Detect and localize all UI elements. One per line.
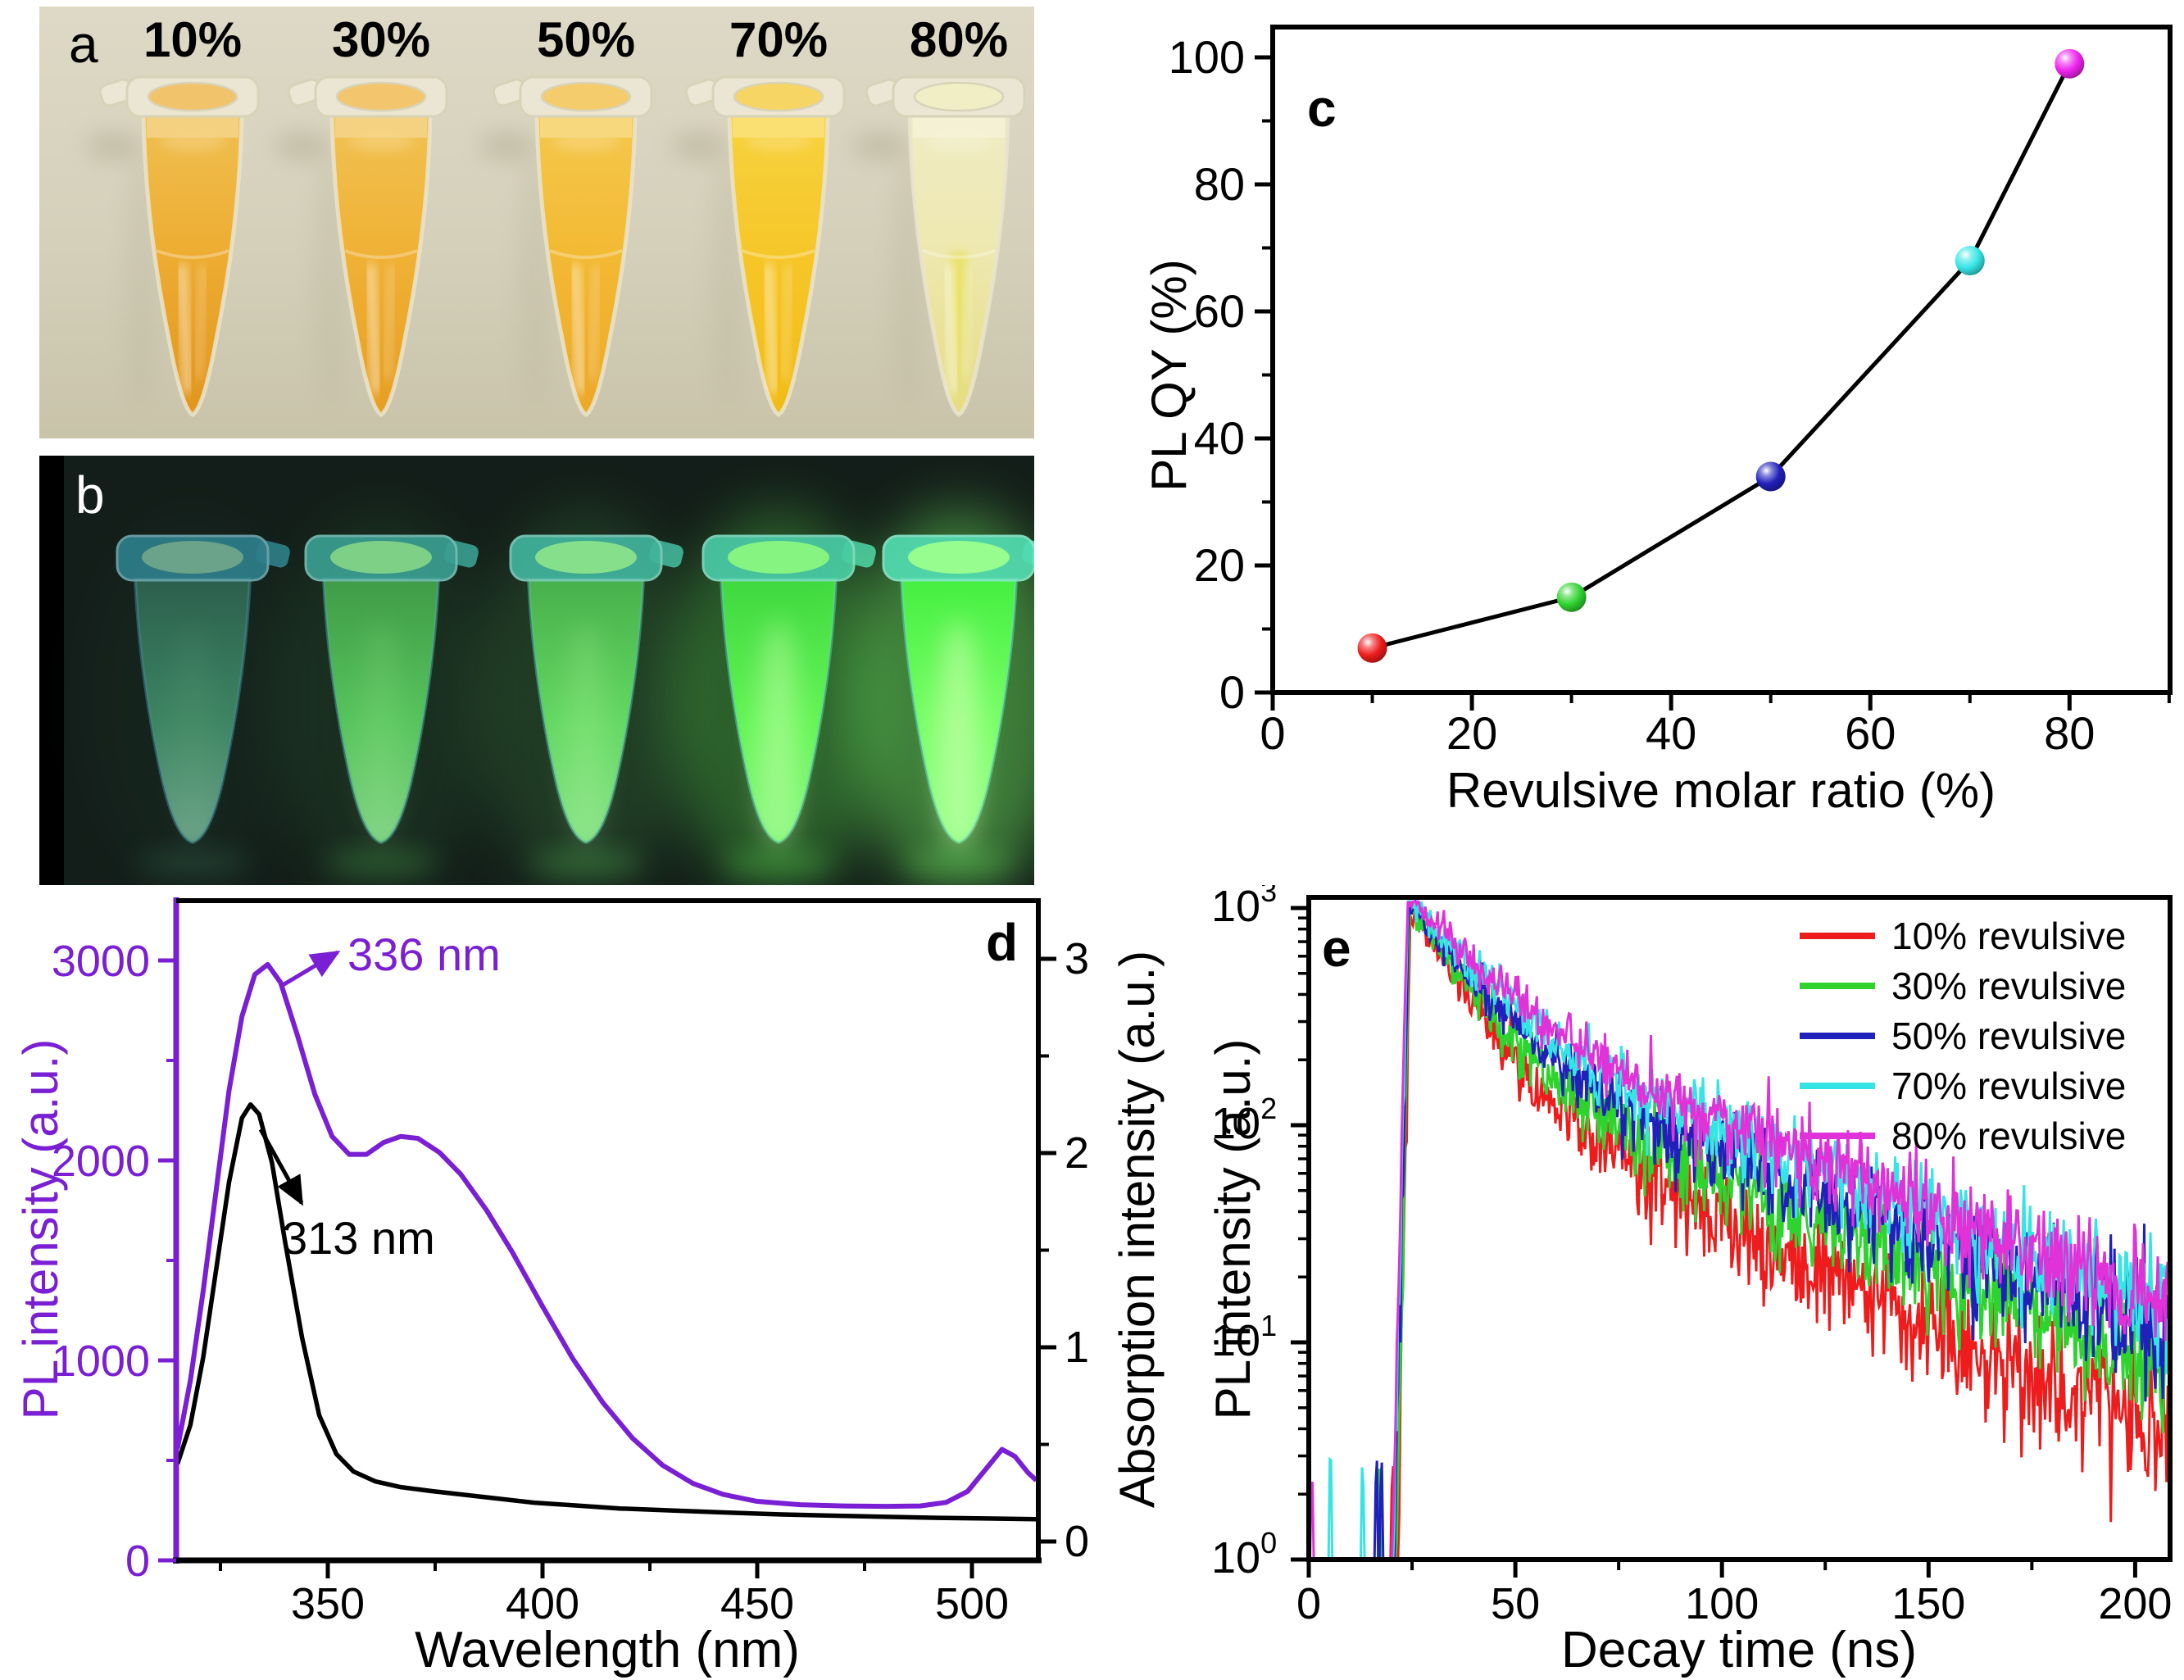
svg-text:80: 80 — [1194, 158, 1245, 210]
svg-text:350: 350 — [291, 1579, 365, 1628]
panel-label-a: a — [69, 15, 98, 74]
svg-text:0: 0 — [125, 1537, 150, 1586]
photo-edge-strip — [39, 456, 64, 885]
e-y-axis-title: PL intensity (a.u.) — [1206, 1038, 1260, 1420]
svg-text:1: 1 — [1065, 1323, 1089, 1372]
svg-text:150: 150 — [1891, 1579, 1965, 1628]
svg-text:3: 3 — [1065, 934, 1089, 983]
svg-text:60: 60 — [1194, 285, 1245, 337]
tube-percent-label: 10% — [143, 12, 243, 67]
svg-text:100: 100 — [1169, 31, 1245, 83]
tubes-daylight — [86, 75, 1026, 417]
panel-label-b: b — [75, 465, 105, 524]
panel-b-photo: b — [39, 456, 1034, 885]
tube-uv — [270, 509, 492, 885]
svg-text:20: 20 — [1446, 707, 1497, 759]
svg-text:0: 0 — [1296, 1579, 1321, 1628]
svg-text:2: 2 — [1065, 1128, 1089, 1178]
svg-text:400: 400 — [506, 1579, 579, 1628]
e-x-axis-title: Decay time (ns) — [1560, 1622, 1918, 1678]
svg-text:40: 40 — [1646, 707, 1696, 759]
svg-text:50: 50 — [1491, 1579, 1540, 1628]
panel-d-chart: 0 1000 2000 3000 350 400 450 500 0 1 2 3 336 nm 313 n… — [0, 885, 1165, 1680]
d-y-axis-title-left: PL intensity (a.u.) — [13, 1038, 68, 1420]
svg-text:40: 40 — [1194, 412, 1245, 464]
qy-data-point — [1755, 461, 1786, 492]
panel-label-c: c — [1307, 79, 1337, 138]
c-y-axis-title: PL QY (%) — [1142, 259, 1196, 492]
panel-label-e: e — [1322, 919, 1351, 978]
svg-text:200: 200 — [2098, 1579, 2172, 1628]
tubes-daylight-illustration — [39, 7, 1034, 438]
d-x-axis-title: Wavelength (nm) — [415, 1622, 800, 1678]
tube-daylight — [275, 75, 448, 417]
c-x-axis-title: Revulsive molar ratio (%) — [1446, 763, 1996, 818]
tubes-uv — [82, 509, 1034, 885]
svg-text:313 nm: 313 nm — [282, 1212, 435, 1264]
tube-daylight — [86, 75, 260, 417]
svg-text:450: 450 — [720, 1579, 794, 1628]
svg-text:1000: 1000 — [52, 1337, 150, 1386]
qy-data-point — [1357, 633, 1387, 663]
svg-text:336 nm: 336 nm — [347, 929, 501, 980]
tube-uv — [82, 509, 303, 885]
svg-text:3000: 3000 — [52, 937, 150, 986]
svg-text:500: 500 — [935, 1579, 1009, 1628]
svg-text:0: 0 — [1065, 1517, 1089, 1566]
peak-annotation: 313 nm — [258, 1128, 435, 1264]
qy-series — [1357, 48, 2085, 663]
spectra-axes: 0 1000 2000 3000 350 400 450 500 0 1 2 3 — [52, 897, 1089, 1628]
tubes-uv-illustration — [39, 456, 1034, 885]
decay-curves — [1311, 900, 2168, 1557]
tube-uv — [475, 509, 697, 885]
svg-text:102: 102 — [1211, 1092, 1277, 1148]
svg-text:0: 0 — [1260, 707, 1285, 759]
tube-percent-label: 80% — [909, 12, 1009, 67]
panel-a-photo: a 10% 30% 50% 70% 80% — [39, 7, 1034, 438]
svg-text:0: 0 — [1219, 666, 1245, 718]
peak-annotation: 336 nm — [281, 929, 501, 988]
tube-percent-label: 70% — [729, 12, 829, 67]
panel-e-chart: 100 101 102 103 0 50 100 150 200 e PL intensity … — [1106, 885, 2184, 1680]
svg-text:100: 100 — [1685, 1579, 1759, 1628]
pl-qy-plot: 0 20 40 60 80 0 20 40 60 80 100 — [1169, 25, 2173, 759]
tube-percent-label: 50% — [536, 12, 636, 67]
tube-percent-label: 30% — [331, 12, 431, 67]
panel-c-chart: 0 20 40 60 80 0 20 40 60 80 100 c PL QY (%) Revuls… — [1106, 0, 2184, 885]
tube-daylight — [672, 75, 846, 417]
qy-data-point — [2055, 48, 2085, 79]
tube-uv — [668, 509, 889, 885]
panel-label-d: d — [986, 913, 1019, 972]
svg-text:20: 20 — [1194, 539, 1245, 591]
tube-daylight — [479, 75, 653, 417]
qy-data-point — [1955, 246, 1985, 275]
spectra-plot: 0 1000 2000 3000 350 400 450 500 0 1 2 3 336 nm 313 n… — [52, 897, 1089, 1628]
spectra-curves — [179, 961, 1036, 1522]
qy-data-point — [1556, 582, 1587, 612]
svg-text:80: 80 — [2044, 707, 2095, 759]
qy-axes: 0 20 40 60 80 0 20 40 60 80 100 — [1169, 25, 2173, 759]
decay-curve — [1311, 900, 2168, 1557]
svg-text:60: 60 — [1845, 707, 1896, 759]
tube-uv — [848, 509, 1034, 885]
svg-text:2000: 2000 — [52, 1137, 150, 1186]
tube-daylight — [852, 75, 1026, 417]
